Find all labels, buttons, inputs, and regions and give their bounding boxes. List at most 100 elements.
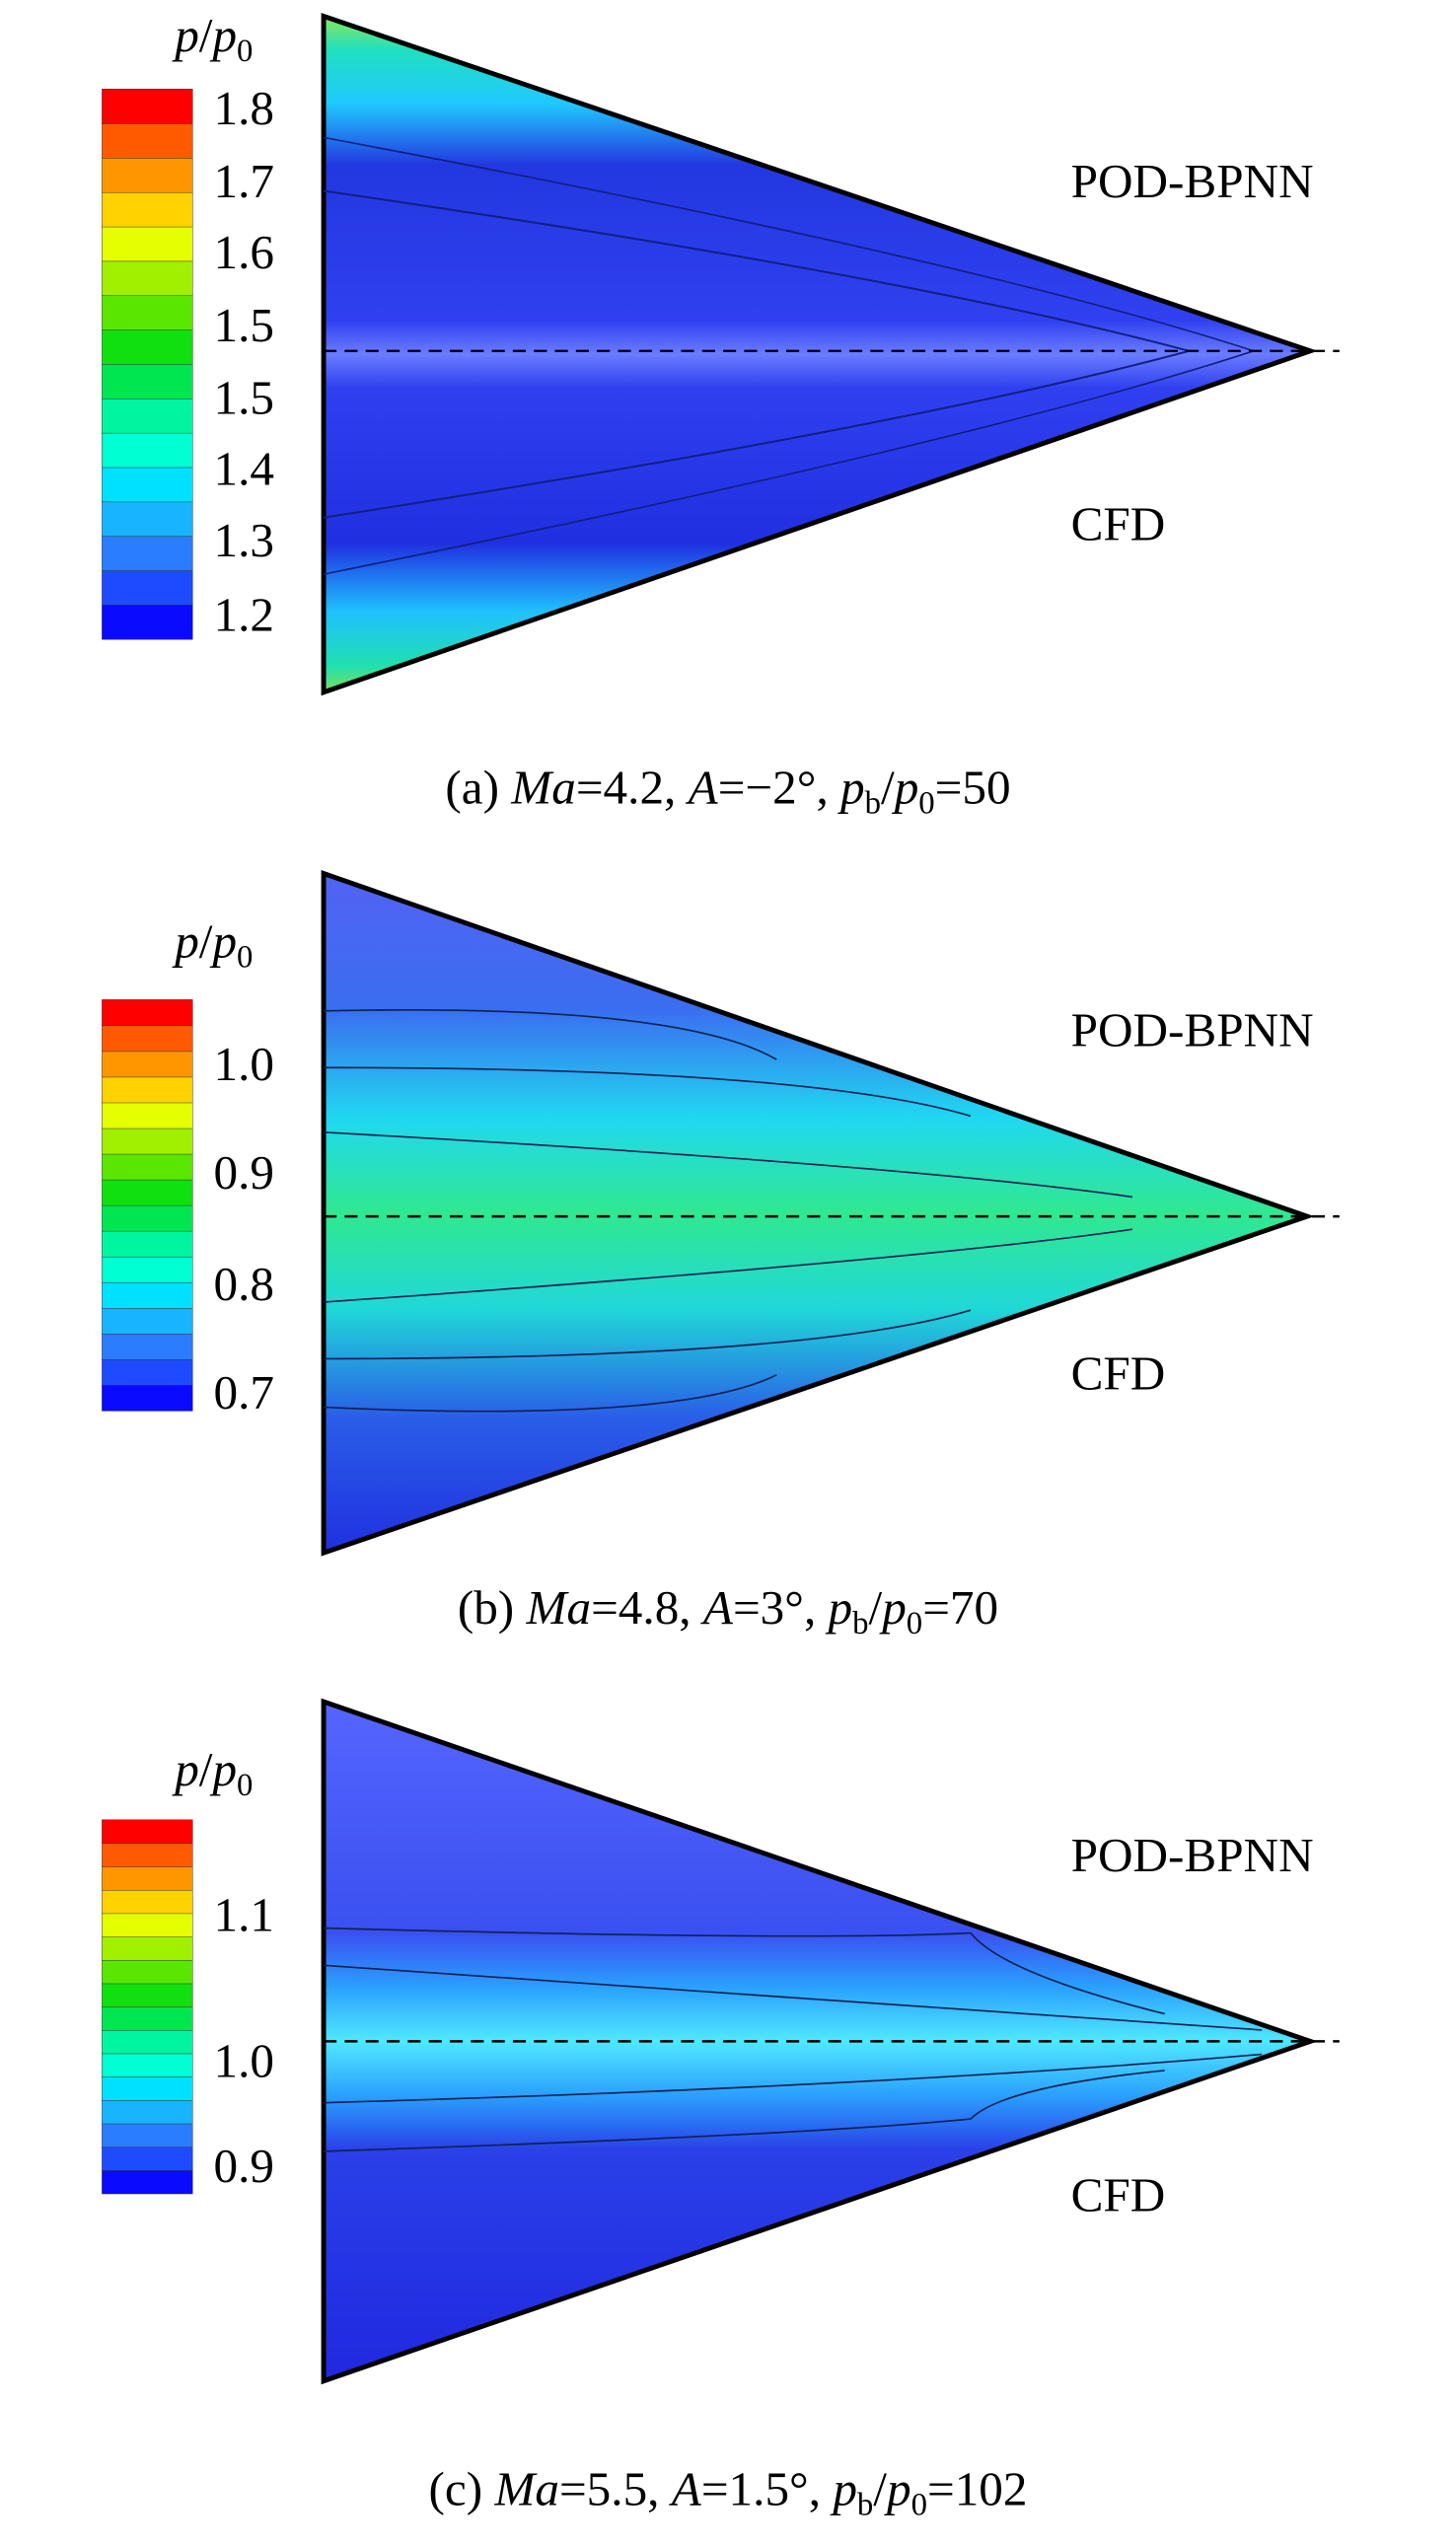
colorbar-label: 0.8 xyxy=(214,1257,274,1311)
colorbar-band xyxy=(102,1051,193,1078)
text-part: A xyxy=(700,1580,734,1635)
text-part: p xyxy=(837,761,865,815)
colorbar-band xyxy=(102,191,193,228)
colorbar-label: 1.1 xyxy=(214,1888,274,1942)
text-part: p xyxy=(209,914,237,969)
text-part: / xyxy=(869,1580,883,1635)
colorbar-band xyxy=(102,260,193,296)
colorbar-band xyxy=(102,2146,193,2171)
text-part: A xyxy=(669,2462,702,2516)
text-part: =−2°, xyxy=(718,761,840,815)
text-part: p xyxy=(172,8,199,62)
colorbar xyxy=(102,1819,193,2195)
text-part: / xyxy=(873,2462,887,2516)
colorbar-band xyxy=(102,999,193,1027)
colorbar-band xyxy=(102,1889,193,1915)
text-part: =4.2, xyxy=(576,761,689,815)
text-part: =102 xyxy=(927,2462,1028,2516)
text-part: =4.8, xyxy=(591,1580,703,1635)
colorbar-label: 1.2 xyxy=(214,587,274,641)
text-part: / xyxy=(199,8,213,62)
subscript: 0 xyxy=(907,1606,922,1641)
colorbar-band xyxy=(102,569,193,606)
colorbar-band xyxy=(102,432,193,469)
colorbar-label: 1.5 xyxy=(214,371,274,425)
colorbar-band xyxy=(102,1025,193,1053)
text-part: =1.5°, xyxy=(701,2462,834,2516)
colorbar-label: 1.6 xyxy=(214,225,274,279)
colorbar-label: 1.8 xyxy=(214,81,274,135)
text-part: p xyxy=(884,2462,911,2516)
colorbar-band xyxy=(102,1102,193,1129)
colorbar-label: 1.7 xyxy=(214,154,274,208)
colorbar-band xyxy=(102,122,193,159)
colorbar-band xyxy=(102,467,193,503)
text-part: =70 xyxy=(922,1580,998,1635)
text-part: / xyxy=(199,1742,213,1796)
colorbar-band xyxy=(102,363,193,400)
subscript: 0 xyxy=(918,785,934,821)
subscript: b xyxy=(852,1606,868,1641)
text-part: (b) xyxy=(458,1580,527,1635)
colorbar-band xyxy=(102,1333,193,1360)
colorbar-band xyxy=(102,1819,193,1845)
text-part: p xyxy=(830,2462,857,2516)
text-part: p xyxy=(826,1580,853,1635)
contour-b xyxy=(321,870,1340,1557)
text-part: p xyxy=(172,914,199,969)
colorbar-band xyxy=(102,1128,193,1155)
text-part: (a) xyxy=(445,761,511,815)
region-label: CFD xyxy=(1071,496,1166,550)
text-part: / xyxy=(199,914,213,969)
colorbar-band xyxy=(102,2005,193,2031)
colorbar-band xyxy=(102,2075,193,2101)
subscript: b xyxy=(857,2487,873,2522)
text-part: Ma xyxy=(510,761,576,815)
text-part: =50 xyxy=(935,761,1011,815)
colorbar-band xyxy=(102,398,193,434)
colorbar-band xyxy=(102,1959,193,1985)
colorbar-band xyxy=(102,1204,193,1232)
colorbar-band xyxy=(102,501,193,537)
colorbar-band xyxy=(102,2123,193,2147)
colorbar-band xyxy=(102,2029,193,2055)
colorbar-band xyxy=(102,535,193,571)
region-label: CFD xyxy=(1071,1346,1166,1400)
colorbar-band xyxy=(102,2053,193,2077)
colorbar-band xyxy=(102,88,193,124)
colorbar-band xyxy=(102,1935,193,1961)
text-part: p xyxy=(209,8,237,62)
colorbar-label: 1.4 xyxy=(214,442,274,496)
contour-c xyxy=(321,1698,1340,2385)
colorbar-band xyxy=(102,2099,193,2125)
legend-title: p/p0 xyxy=(172,1742,253,1802)
colorbar-band xyxy=(102,1153,193,1181)
colorbar-label: 0.9 xyxy=(214,2139,274,2193)
text-part: p xyxy=(879,1580,907,1635)
subscript: 0 xyxy=(911,2487,927,2522)
region-label: POD-BPNN xyxy=(1071,1003,1314,1057)
text-part: / xyxy=(881,761,895,815)
region-label: CFD xyxy=(1071,2167,1166,2221)
colorbar-label: 0.9 xyxy=(214,1145,274,1200)
colorbar-label: 1.0 xyxy=(214,2033,274,2087)
colorbar-band xyxy=(102,2169,193,2195)
subscript: 0 xyxy=(237,939,253,975)
region-label: POD-BPNN xyxy=(1071,1828,1314,1882)
colorbar-band xyxy=(102,1384,193,1412)
colorbar-band xyxy=(102,1179,193,1206)
subscript: 0 xyxy=(237,34,253,69)
colorbar-label: 0.7 xyxy=(214,1365,274,1419)
text-part: p xyxy=(172,1742,199,1796)
colorbar-band xyxy=(102,226,193,262)
text-part: =5.5, xyxy=(559,2462,672,2516)
colorbar xyxy=(102,88,193,640)
colorbar-band xyxy=(102,1843,193,1867)
region-label: POD-BPNN xyxy=(1071,154,1314,208)
colorbar-band xyxy=(102,1307,193,1335)
text-part: (c) xyxy=(428,2462,494,2516)
text-part: Ma xyxy=(493,2462,559,2516)
colorbar-label: 1.3 xyxy=(214,513,274,567)
colorbar-label: 1.0 xyxy=(214,1037,274,1091)
